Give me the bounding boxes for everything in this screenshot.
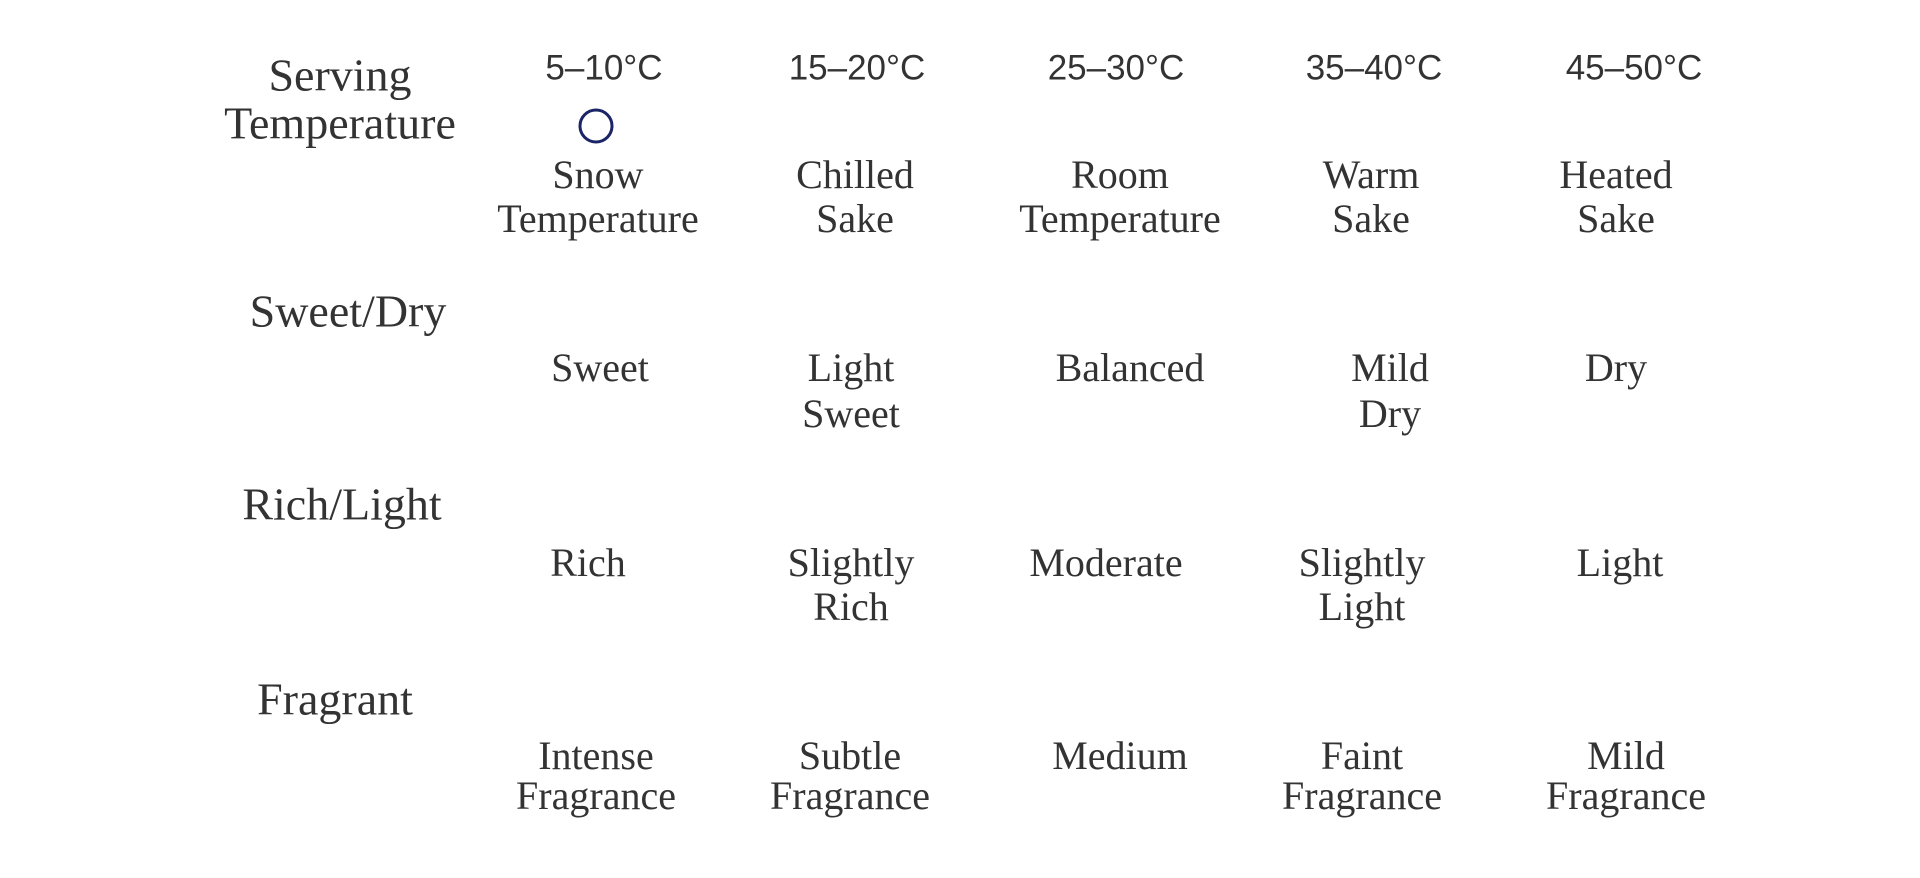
option-label: Heated [1559,152,1672,197]
option-label: Chilled [796,152,914,197]
option-label: Faint [1321,733,1403,778]
row-label: Serving [268,50,411,101]
option-label: Sake [816,196,894,241]
temperature-label: 35–40°C [1306,48,1443,87]
option-label: Light [1319,584,1406,629]
option-label: Balanced [1056,345,1205,390]
option-label: Light [808,345,895,390]
option-label: Intense [538,733,654,778]
row-label: Rich/Light [242,479,442,530]
option-label: Rich [813,584,889,629]
option-label: Slightly [788,540,915,585]
option-label: Fragrance [516,773,676,818]
option-label: Subtle [799,733,901,778]
option-label: Sake [1577,196,1655,241]
option-label: Dry [1585,345,1647,390]
option-label: Room [1071,152,1169,197]
option-label: Sake [1332,196,1410,241]
option-label: Fragrance [770,773,930,818]
option-label: Temperature [1019,196,1221,241]
option-label: Rich [550,540,626,585]
option-label: Temperature [497,196,699,241]
option-label: Moderate [1029,540,1182,585]
option-label: Dry [1359,391,1421,436]
temperature-label: 25–30°C [1048,48,1185,87]
temperature-label: 5–10°C [545,48,662,87]
option-label: Snow [552,152,643,197]
option-label: Slightly [1299,540,1426,585]
row-label: Fragrant [257,674,413,725]
temperature-label: 15–20°C [789,48,926,87]
row-label: Sweet/Dry [250,286,447,337]
option-label: Fragrance [1546,773,1706,818]
option-label: Warm [1323,152,1420,197]
option-label: Sweet [551,345,649,390]
temperature-label: 45–50°C [1566,48,1703,87]
option-label: Medium [1052,733,1188,778]
option-label: Fragrance [1282,773,1442,818]
option-label: Sweet [802,391,900,436]
option-label: Mild [1351,345,1429,390]
option-label: Light [1577,540,1664,585]
row-label: Temperature [224,98,456,149]
option-label: Mild [1587,733,1665,778]
slider-handle[interactable] [578,108,614,144]
